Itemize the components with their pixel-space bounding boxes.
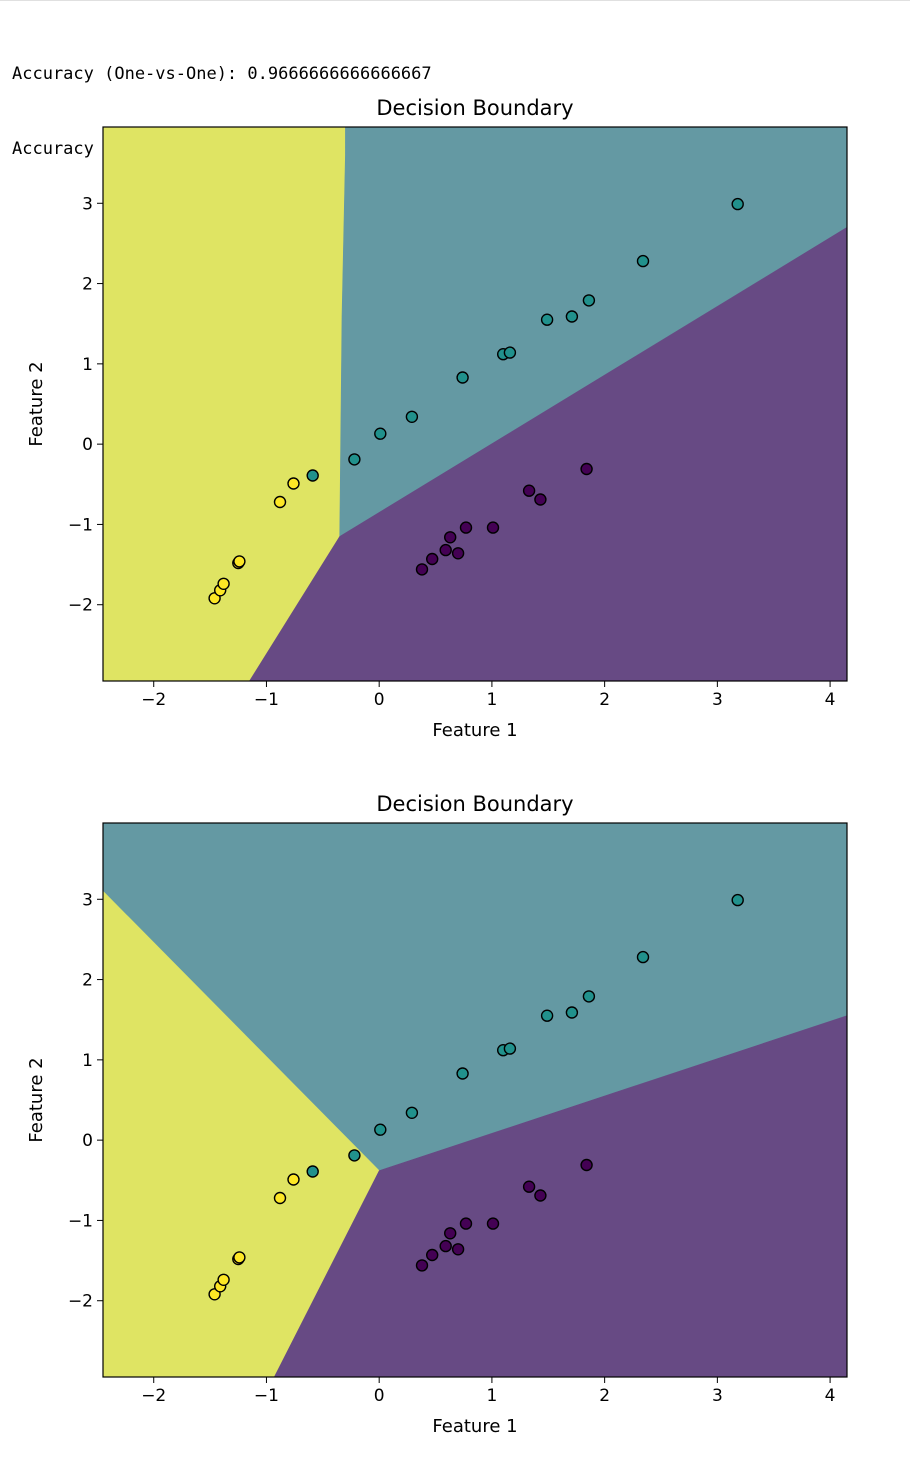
decision-regions <box>103 823 847 1377</box>
x-tick-label: −2 <box>141 1386 166 1406</box>
scatter-points <box>208 893 744 1301</box>
y-tick-label: −2 <box>68 1292 93 1312</box>
data-point-class-0 <box>522 484 536 497</box>
x-tick-label: −2 <box>141 690 166 710</box>
y-tick-label: 2 <box>82 275 93 295</box>
y-tick-label: −1 <box>68 1211 93 1231</box>
accuracy-ovo-line: Accuracy (One-vs-One): 0.966666666666666… <box>12 64 432 84</box>
data-point-class-2 <box>233 555 246 568</box>
data-point-class-1 <box>374 1123 387 1136</box>
region-class-0 <box>249 227 847 681</box>
y-tick-label: −2 <box>68 596 93 616</box>
decision-boundary-plot-ovo: −2 −1 0 1 2 3 4 −2 −1 0 1 2 3 Decision Boundary Featur… <box>26 96 848 741</box>
data-point-class-1 <box>731 893 744 907</box>
data-point-class-1 <box>348 1149 361 1162</box>
data-point-class-0 <box>486 521 500 534</box>
data-point-class-1 <box>636 950 650 964</box>
x-axis-label: Feature 1 <box>432 720 517 741</box>
data-point-class-1 <box>348 453 361 466</box>
data-point-class-1 <box>405 1106 419 1119</box>
data-point-class-2 <box>217 1273 230 1286</box>
data-point-class-1 <box>503 346 517 359</box>
data-point-class-1 <box>582 294 596 307</box>
y-tick-label: 1 <box>82 1051 93 1071</box>
data-point-class-0 <box>415 1259 429 1272</box>
data-point-class-0 <box>451 547 465 560</box>
y-tick-label: 3 <box>82 194 93 214</box>
data-point-class-0 <box>580 1158 593 1172</box>
y-tick-label: 1 <box>82 355 93 375</box>
data-point-class-1 <box>582 990 596 1003</box>
data-point-class-0 <box>459 1217 473 1230</box>
data-point-class-0 <box>444 531 457 544</box>
data-point-class-1 <box>456 1067 469 1080</box>
region-class-2 <box>103 890 380 1377</box>
data-point-class-0 <box>451 1243 465 1256</box>
data-point-class-0 <box>580 462 593 476</box>
x-tick-label: 3 <box>712 690 723 710</box>
chart-title: Decision Boundary <box>376 792 573 816</box>
x-tick-label: 2 <box>599 1386 610 1406</box>
y-tick-label: 3 <box>82 890 93 910</box>
data-point-class-0 <box>426 552 439 566</box>
data-point-class-1 <box>306 1165 319 1178</box>
region-class-0 <box>273 1015 847 1377</box>
data-point-class-2 <box>273 495 287 509</box>
data-point-class-1 <box>565 1006 579 1019</box>
x-tick-label: 3 <box>712 1386 723 1406</box>
y-tick-label: 0 <box>82 435 93 455</box>
data-point-class-2 <box>273 1191 287 1205</box>
data-point-class-2 <box>217 577 230 590</box>
data-point-class-1 <box>565 310 579 323</box>
data-point-class-2 <box>233 1251 246 1264</box>
data-point-class-1 <box>374 427 387 440</box>
data-point-class-1 <box>540 1009 554 1022</box>
y-tick-label: −1 <box>68 515 93 535</box>
scatter-points <box>208 197 744 605</box>
y-tick-label: 0 <box>82 1131 93 1151</box>
data-point-class-1 <box>503 1042 517 1055</box>
x-tick-label: 0 <box>374 1386 385 1406</box>
decision-boundary-plot-ovr: −2 −1 0 1 2 3 4 −2 −1 0 1 2 3 Decision Boundary Featur… <box>26 792 848 1437</box>
data-point-class-1 <box>405 410 419 423</box>
data-point-class-0 <box>444 1227 457 1240</box>
data-point-class-0 <box>534 493 547 506</box>
data-point-class-0 <box>415 563 429 576</box>
x-tick-label: 1 <box>486 690 497 710</box>
x-tick-label: 0 <box>374 690 385 710</box>
decision-regions <box>103 127 847 681</box>
data-point-class-2 <box>287 1173 300 1186</box>
x-tick-label: −1 <box>254 1386 279 1406</box>
data-point-class-0 <box>522 1180 536 1193</box>
data-point-class-2 <box>287 477 300 490</box>
data-point-class-0 <box>439 1239 452 1253</box>
x-tick-label: 2 <box>599 690 610 710</box>
axes-frame <box>102 126 848 682</box>
data-point-class-0 <box>439 543 452 557</box>
data-point-class-0 <box>534 1189 547 1202</box>
x-tick-label: 1 <box>486 1386 497 1406</box>
data-point-class-1 <box>636 254 650 268</box>
data-point-class-0 <box>459 521 473 534</box>
cell-top-border <box>0 0 910 1</box>
axes-frame <box>102 822 848 1378</box>
x-axis-label: Feature 1 <box>432 1416 517 1437</box>
x-tick-label: −1 <box>254 690 279 710</box>
y-axis-label: Feature 2 <box>26 1057 47 1142</box>
y-axis-label: Feature 2 <box>26 361 47 446</box>
x-tick-label: 4 <box>825 1386 836 1406</box>
data-point-class-1 <box>731 197 744 211</box>
chart-title: Decision Boundary <box>376 96 573 120</box>
data-point-class-0 <box>426 1248 439 1262</box>
data-point-class-1 <box>306 469 319 482</box>
data-point-class-1 <box>540 313 554 326</box>
y-tick-label: 2 <box>82 971 93 991</box>
x-tick-label: 4 <box>825 690 836 710</box>
data-point-class-1 <box>456 371 469 384</box>
data-point-class-0 <box>486 1217 500 1230</box>
